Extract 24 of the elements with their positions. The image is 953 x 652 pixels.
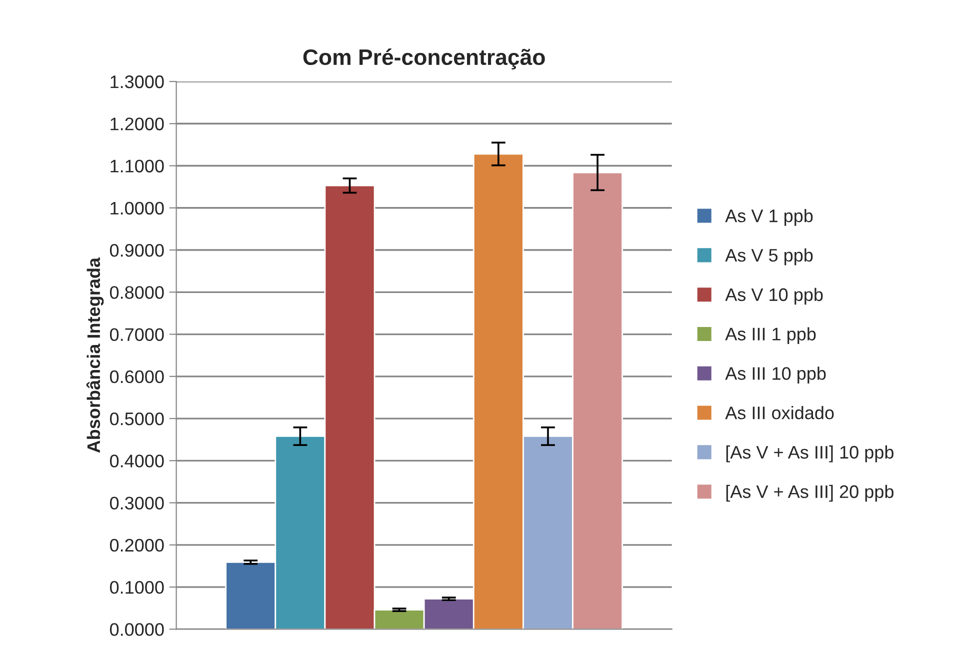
legend-label: As V 5 ppb xyxy=(725,248,813,266)
y-tick-label: 0.1000 xyxy=(110,580,164,594)
y-tick-label: 0.5000 xyxy=(110,412,164,426)
legend-label: [As V + As III] 20 ppb xyxy=(726,484,894,502)
legend-label: As III 10 ppb xyxy=(725,366,826,384)
y-tick-label: 0.9000 xyxy=(110,244,164,257)
y-tick-label: 0.2000 xyxy=(110,538,164,552)
legend-label: As V 10 ppb xyxy=(725,288,823,305)
legend-label: As III oxidado xyxy=(725,406,834,420)
legend-label: [As V + As III] 10 ppb xyxy=(726,445,894,462)
y-tick-label: 1.1000 xyxy=(110,160,164,172)
y-tick-label: 0.3000 xyxy=(110,496,164,510)
y-tick-label: 1.3000 xyxy=(110,75,164,88)
y-tick-label: 1.0000 xyxy=(110,202,164,215)
y-tick-label: 0.6000 xyxy=(110,370,164,384)
y-tick-label: 0.8000 xyxy=(110,286,164,299)
legend-label: As V 1 ppb xyxy=(725,209,813,226)
y-axis-title: Absorbância Integrada xyxy=(86,257,104,453)
y-tick-label: 0.4000 xyxy=(110,454,164,468)
legend-label: As III 1 ppb xyxy=(725,327,816,344)
y-tick-label: 1.2000 xyxy=(110,118,164,130)
y-tick-label: 0.0000 xyxy=(110,623,164,636)
y-tick-label: 0.7000 xyxy=(110,328,164,341)
chart-title: Com Pré-concentração xyxy=(303,48,545,70)
